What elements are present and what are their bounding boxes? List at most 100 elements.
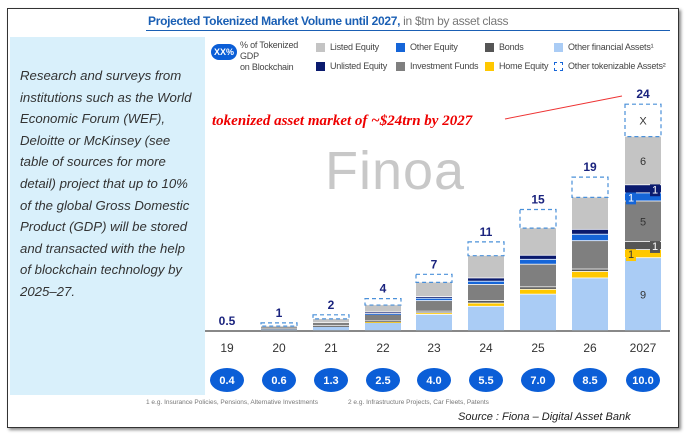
gdp-percent-label: 0.4 [219,375,235,387]
bar-segment [416,298,452,301]
bar-segment [625,241,661,250]
bar-segment [365,313,401,315]
x-tick-label: 22 [376,341,390,355]
footnote-1: 1 e.g. Insurance Policies, Pensions, Alt… [146,399,318,406]
total-label: 19 [583,160,597,174]
bar-segment [625,258,661,331]
gdp-badge [573,368,607,392]
total-label: 11 [480,225,493,239]
bar-segment [468,303,504,306]
bar-segment [572,229,608,234]
bar-segment [625,193,661,201]
total-label: 0.5 [219,314,236,328]
bar-segment [520,294,556,331]
legend-swatch [316,43,325,53]
bar-segment [520,287,556,289]
bar-segment [365,314,401,321]
x-tick-label: 21 [324,341,338,355]
bar-segment [520,259,556,264]
segment-label: 9 [640,290,646,302]
gdp-percent-label: 4.0 [426,375,441,387]
legend-item: Investment Funds [396,61,479,72]
legend-swatch [396,62,405,72]
gdp-badge [262,368,296,392]
x-tick-label: 26 [583,341,597,355]
segment-label: 6 [640,156,646,168]
bar-segment [625,250,661,258]
gdp-percent-label: 0.6 [271,375,286,387]
watermark: Finoa [325,141,466,201]
segment-label: 1 [652,184,658,196]
bar-segment [468,278,504,281]
bar-segment [313,326,349,331]
bar-segment [519,208,557,229]
legend-swatch [554,62,563,72]
total-label: 1 [276,306,283,320]
bar-segment [572,197,608,229]
legend-swatch [485,43,494,53]
bar-segment [625,201,661,242]
total-label: 24 [636,87,650,101]
segment-label: X [639,115,647,127]
bar-segment [416,314,452,331]
legend-item: Other Equity [396,42,458,53]
footnote-2: 2 e.g. Infrastructure Projects, Car Flee… [348,399,489,406]
side-panel: Research and surveys from institutions s… [10,37,205,395]
bar-segment [572,278,608,331]
bar-segment [364,298,402,306]
gdp-percent-label: 1.3 [323,375,338,387]
gdp-percent-label: 10.0 [632,375,653,387]
bar-segment [261,328,297,330]
bar-segment [572,234,608,241]
total-label: 7 [431,257,438,271]
legend-swatch [554,43,563,53]
bar-segment [313,326,349,327]
total-label: 4 [380,282,387,296]
legend-item: Home Equity [485,61,549,72]
segment-label-box [626,247,636,262]
segment-label: 1 [652,241,658,253]
bar-segment [468,306,504,331]
gdp-percent-label: 7.0 [530,375,545,387]
gdp-badge [521,368,555,392]
x-tick-label: 2027 [630,341,657,355]
bar-segment [468,255,504,278]
bar-segment [467,241,505,257]
gdp-legend-label: % of Tokenized GDP on Blockchain [240,40,299,72]
x-tick-label: 20 [272,341,286,355]
bar-segment [312,314,350,320]
bar-segment [416,313,452,314]
segment-label: 1 [628,192,634,204]
gdp-badge: XX% [211,44,237,60]
segment-label: 5 [640,217,646,229]
bar-segment [365,322,401,323]
bar-segment [624,103,662,138]
annotation-line [504,95,623,120]
bar-segment [572,271,608,278]
bar-segment [261,326,297,328]
bar-segment [313,318,349,323]
bar-segment [572,269,608,272]
bar-segment [365,321,401,323]
chart-title: Projected Tokenized Market Volume until … [148,14,509,28]
bar-segment [365,305,401,312]
bar-segment [416,311,452,313]
bar-segment [520,264,556,287]
side-text: Research and surveys from institutions s… [20,68,192,299]
annotation: tokenized asset market of ~$24trn by 202… [212,113,473,129]
gdp-badge [626,368,660,392]
bar-segment [468,284,504,301]
bar-segment [520,228,556,255]
legend-swatch [485,62,494,72]
gdp-badge [366,368,400,392]
bar-segment [416,301,452,311]
legend-swatch [316,62,325,72]
bar-segment [572,241,608,269]
gdp-percent-label: 5.5 [478,375,493,387]
title-underline [146,30,670,31]
bar-segment [520,289,556,294]
gdp-percent-label: 2.5 [375,375,390,387]
segment-label-box [650,238,660,253]
bar-segment [625,136,661,185]
segment-label-box [626,190,636,205]
